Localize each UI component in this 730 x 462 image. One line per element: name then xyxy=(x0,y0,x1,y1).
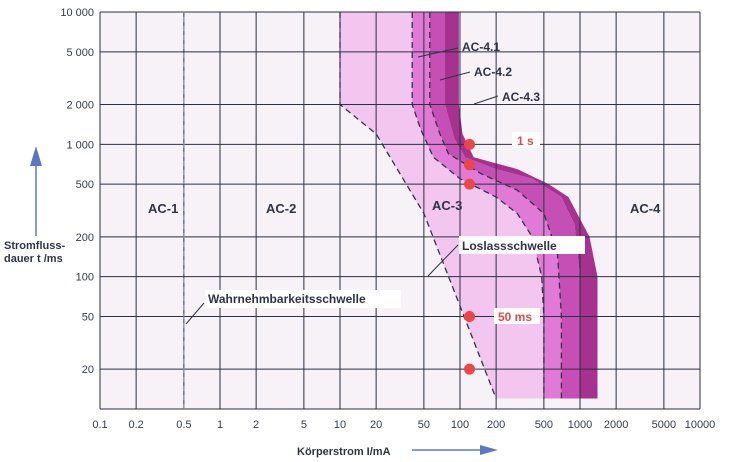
annotation-one-second: 1 s xyxy=(517,134,534,148)
region-label-ac2: AC-2 xyxy=(266,201,296,216)
loslass-label-bg xyxy=(459,236,585,254)
x-tick-label: 5000 xyxy=(652,419,676,431)
x-tick-label: 0.2 xyxy=(128,419,143,431)
data-point xyxy=(464,138,476,150)
region-label-ac3: AC-3 xyxy=(432,198,462,213)
ac42-leader xyxy=(439,71,471,81)
annotation-ac42: AC-4.2 xyxy=(474,65,512,79)
x-tick-label: 1 xyxy=(217,419,223,431)
curve-c1 xyxy=(411,12,545,399)
data-point xyxy=(464,178,476,190)
x-axis-label: Körperstrom I/mA xyxy=(297,446,391,458)
annotation-fifty-ms: 50 ms xyxy=(498,310,532,324)
loslass-leader xyxy=(427,244,459,277)
ac43-leader xyxy=(473,95,499,105)
region-ac3-fill xyxy=(340,12,544,399)
x-tick-label: 200 xyxy=(487,419,505,431)
x-tick-label: 2000 xyxy=(604,419,628,431)
region-ac41-fill xyxy=(412,12,562,399)
x-tick-label: 10000 xyxy=(685,419,716,431)
x-tick-label: 0.1 xyxy=(92,419,107,431)
x-tick-label: 1000 xyxy=(568,419,592,431)
annotation-wahrnehmbarkeitsschwelle: Wahrnehmbarkeitsschwelle xyxy=(208,292,366,306)
y-tick-label: 50 xyxy=(82,312,94,324)
y-tick-label: 200 xyxy=(76,232,94,244)
data-point xyxy=(464,363,476,375)
x-tick-label: 5 xyxy=(301,419,307,431)
x-tick-label: 500 xyxy=(535,419,553,431)
x-tick-label: 100 xyxy=(451,419,469,431)
x-axis-arrow xyxy=(412,445,498,455)
fifty-ms-label-bg xyxy=(494,308,540,324)
y-tick-label: 1 000 xyxy=(66,139,94,151)
y-axis-label-line1: Stromfluss- xyxy=(4,240,65,252)
curve-b-loslassschwelle xyxy=(339,12,497,399)
annotation-loslassschwelle: Loslassschwelle xyxy=(462,239,557,253)
data-point xyxy=(464,311,476,323)
x-tick-label: 2 xyxy=(253,419,259,431)
x-tick-label: 0.5 xyxy=(176,419,191,431)
ac41-leader xyxy=(417,47,459,58)
one-second-label-bg xyxy=(512,132,540,148)
x-tick-label: 10 xyxy=(334,419,346,431)
y-axis-label-line2: dauer t /ms xyxy=(4,253,63,265)
x-tick-label: 20 xyxy=(370,419,382,431)
curve-c2 xyxy=(429,12,563,399)
y-tick-label: 2 000 xyxy=(66,99,94,111)
wahrnehmbarkeit-label-bg xyxy=(205,290,401,308)
annotation-ac41: AC-4.1 xyxy=(462,40,500,54)
y-axis-arrow xyxy=(30,146,42,236)
wahrnehmbarkeit-leader xyxy=(185,302,205,325)
x-tick-label: 50 xyxy=(418,419,430,431)
annotation-ac43: AC-4.3 xyxy=(502,90,540,104)
y-tick-label: 500 xyxy=(76,179,94,191)
y-tick-label: 20 xyxy=(82,364,94,376)
region-label-ac4: AC-4 xyxy=(630,201,661,216)
y-tick-label: 10 000 xyxy=(60,7,94,19)
y-tick-label: 100 xyxy=(76,272,94,284)
y-tick-label: 5 000 xyxy=(66,47,94,59)
data-point xyxy=(464,159,476,171)
region-ac43-fill xyxy=(445,12,598,399)
region-label-ac1: AC-1 xyxy=(148,201,178,216)
